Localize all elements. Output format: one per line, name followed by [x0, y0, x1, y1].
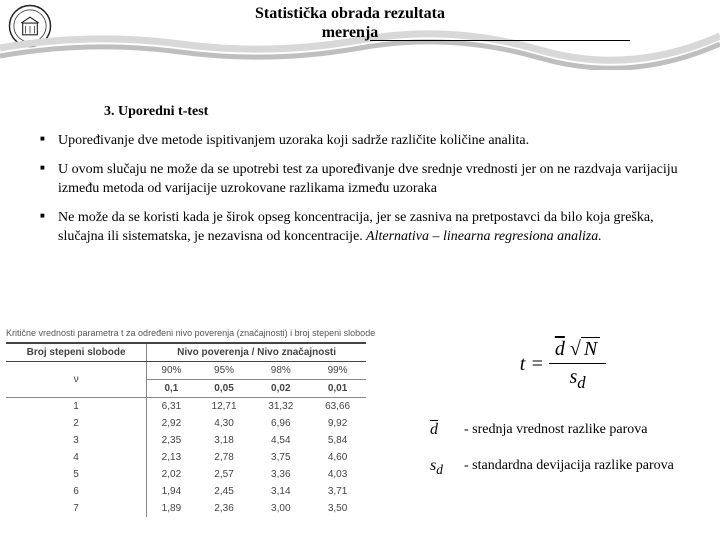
table-cell: 4,30 — [196, 415, 253, 432]
bullet-item: Ne može da se koristi kada je širok opse… — [40, 209, 696, 247]
table-cell: 7 — [6, 500, 147, 517]
bullet-item: Upoređivanje dve metode ispitivanjem uzo… — [40, 132, 696, 151]
table-cell: 5,84 — [309, 432, 366, 449]
table-cell: 4,54 — [252, 432, 309, 449]
table-cell: 1,94 — [147, 483, 196, 500]
slide-content: 3. Uporedni t-test Upoređivanje dve meto… — [0, 48, 720, 266]
table-cell: 31,32 — [252, 398, 309, 416]
table-caption: Kritične vrednosti parametra t za određe… — [6, 328, 380, 338]
table-cell: 1,89 — [147, 500, 196, 517]
table-cell: 2,35 — [147, 432, 196, 449]
table-cell: 2,57 — [196, 466, 253, 483]
table-cell: 2,78 — [196, 449, 253, 466]
lower-region: Kritične vrednosti parametra t za određe… — [0, 328, 720, 517]
symbol-definitions: d - srednja vrednost razlike parova sd -… — [430, 421, 696, 478]
bullet-italic-tail: Alternativa – linearna regresiona analiz… — [363, 229, 602, 244]
formula-N: N — [581, 337, 600, 360]
formula-area: t = d √Nsd d - srednja vrednost razlike … — [380, 328, 720, 517]
title-underline — [370, 40, 630, 41]
sig-header: 0,1 — [147, 380, 196, 398]
table-row: 22,924,306,969,92 — [6, 415, 366, 432]
table-cell: 3,14 — [252, 483, 309, 500]
table-cell: 3,36 — [252, 466, 309, 483]
def-text: - srednja vrednost razlike parova — [464, 421, 696, 439]
table-header-left: Broj stepeni slobode — [6, 343, 147, 362]
section-heading: 3. Uporedni t-test — [104, 104, 696, 120]
formula-fraction: d √Nsd — [549, 338, 606, 393]
table-cell: 4 — [6, 449, 147, 466]
table-cell: 4,03 — [309, 466, 366, 483]
table-cell: 3,75 — [252, 449, 309, 466]
sig-header: 0,01 — [309, 380, 366, 398]
table-cell: 3,18 — [196, 432, 253, 449]
def-symbol: sd — [430, 457, 464, 478]
slide-title: Statistička obrada rezultata merenja — [0, 4, 700, 42]
table-cell: 3,00 — [252, 500, 309, 517]
table-cell: 2,92 — [147, 415, 196, 432]
formula-sd-sub: d — [577, 373, 585, 392]
table-cell: 3 — [6, 432, 147, 449]
def-row: sd - standardna devijacija razlike parov… — [430, 457, 696, 478]
table-row: 52,022,573,364,03 — [6, 466, 366, 483]
table-row: 16,3112,7131,3263,66 — [6, 398, 366, 416]
bullet-item: U ovom slučaju ne može da se upotrebi te… — [40, 161, 696, 199]
nu-symbol: ν — [6, 362, 147, 398]
table-row: 32,353,184,545,84 — [6, 432, 366, 449]
table-cell: 6,96 — [252, 415, 309, 432]
conf-header: 95% — [196, 362, 253, 380]
s-sub: d — [436, 462, 443, 477]
def-symbol: d — [430, 421, 464, 439]
table-cell: 3,71 — [309, 483, 366, 500]
table-row: 61,942,453,143,71 — [6, 483, 366, 500]
bullet-text: Upoređivanje dve metode ispitivanjem uzo… — [58, 133, 529, 148]
table-cell: 2,02 — [147, 466, 196, 483]
conf-header: 99% — [309, 362, 366, 380]
table-cell: 63,66 — [309, 398, 366, 416]
formula-dbar: d — [555, 338, 565, 360]
table-cell: 6,31 — [147, 398, 196, 416]
sig-header: 0,05 — [196, 380, 253, 398]
title-line-2: merenja — [322, 24, 379, 41]
table-cell: 2,45 — [196, 483, 253, 500]
dbar-symbol: d — [430, 421, 438, 438]
def-row: d - srednja vrednost razlike parova — [430, 421, 696, 439]
table-cell: 1 — [6, 398, 147, 416]
table-cell: 2,13 — [147, 449, 196, 466]
table-cell: 3,50 — [309, 500, 366, 517]
table-cell: 9,92 — [309, 415, 366, 432]
table-header-right: Nivo poverenja / Nivo značajnosti — [147, 343, 366, 362]
title-line-1: Statistička obrada rezultata — [255, 5, 445, 22]
table-cell: 12,71 — [196, 398, 253, 416]
table-cell: 4,60 — [309, 449, 366, 466]
conf-header: 98% — [252, 362, 309, 380]
table-row: 42,132,783,754,60 — [6, 449, 366, 466]
t-formula: t = d √Nsd — [430, 338, 696, 393]
t-table-area: Kritične vrednosti parametra t za određe… — [0, 328, 380, 517]
critical-values-table: Broj stepeni slobode Nivo poverenja / Ni… — [6, 342, 366, 517]
def-text: - standardna devijacija razlike parova — [464, 457, 696, 478]
conf-header: 90% — [147, 362, 196, 380]
table-cell: 2 — [6, 415, 147, 432]
table-row: 71,892,363,003,50 — [6, 500, 366, 517]
slide-header: Statistička obrada rezultata merenja — [0, 0, 720, 48]
table-cell: 2,36 — [196, 500, 253, 517]
table-cell: 6 — [6, 483, 147, 500]
sig-header: 0,02 — [252, 380, 309, 398]
formula-eq: = — [525, 353, 549, 375]
bullet-list: Upoređivanje dve metode ispitivanjem uzo… — [24, 132, 696, 246]
table-cell: 5 — [6, 466, 147, 483]
bullet-text: U ovom slučaju ne može da se upotrebi te… — [58, 162, 678, 196]
